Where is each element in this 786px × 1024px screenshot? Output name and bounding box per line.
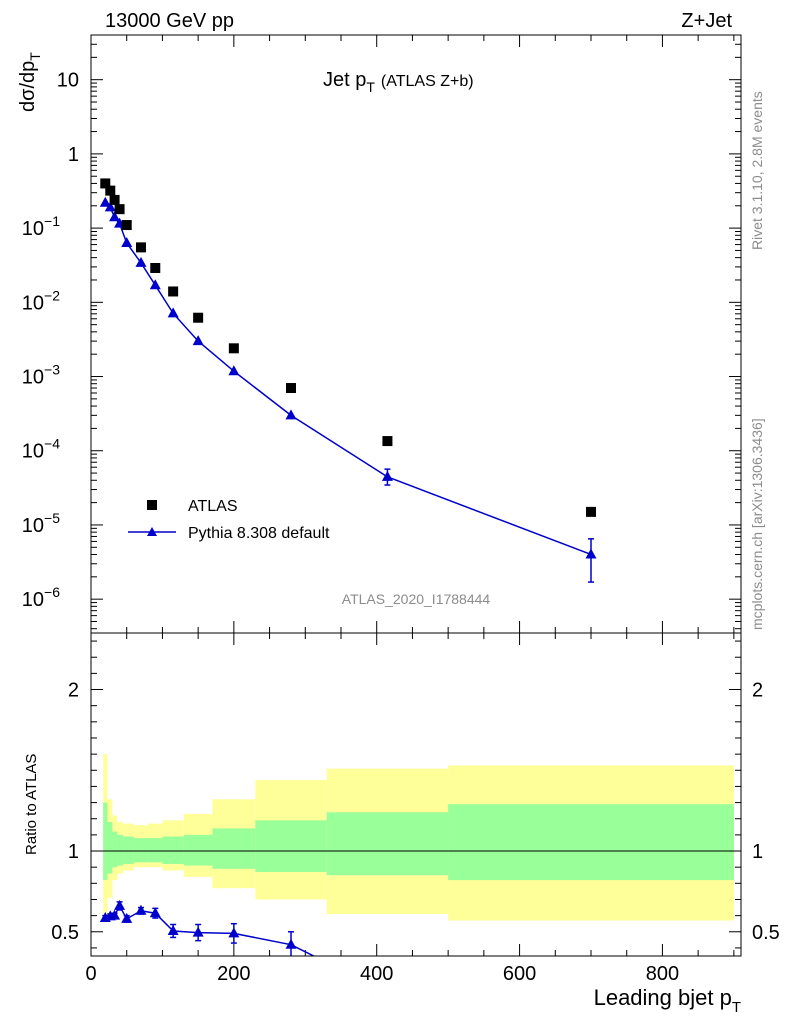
ratio-y-tick-label-right: 0.5 [752, 922, 780, 944]
ratio-y-tick-label: 1 [68, 841, 79, 863]
atlas-point [100, 178, 111, 189]
atlas-point [586, 506, 596, 517]
mc-point [167, 307, 179, 318]
main-y-tick-label: 10−5 [22, 510, 60, 537]
mc-point [104, 201, 116, 212]
mc-point [99, 196, 111, 207]
main-y-label-sub: T [27, 52, 43, 61]
main-y-tick-label: 10−6 [22, 584, 60, 611]
x-tick-label: 0 [85, 963, 96, 985]
main-y-label: dσ/dpT [17, 52, 43, 112]
ratio-ticks: 0.5 0.5 1 1 2 2 0 200 400 600 800 [51, 633, 780, 985]
ratio-band-inner [148, 838, 163, 863]
mc-point [285, 409, 297, 420]
watermark: ATLAS_2020_I1788444 [342, 591, 491, 607]
ratio-y-tick-label-right: 1 [752, 841, 763, 863]
ratio-y-label: Ratio to ATLAS [23, 754, 40, 855]
ratio-mc-point [228, 927, 240, 938]
mc-point [135, 256, 147, 267]
ratio-y-tick-label: 0.5 [51, 922, 79, 944]
ratio-band-inner [133, 838, 149, 863]
ratio-y-tick-label-right: 2 [752, 680, 763, 702]
ratio-band-inner [107, 821, 113, 874]
ratio-mc-point [167, 924, 179, 935]
atlas-point [109, 194, 120, 205]
x-axis-label-sub: T [732, 999, 741, 1016]
ratio-band-inner [212, 828, 256, 869]
ratio-mc-point [149, 907, 161, 918]
legend-mc-marker [147, 527, 157, 536]
ratio-band-inner [117, 834, 124, 866]
ratio-series [99, 899, 316, 956]
main-series [99, 178, 597, 583]
ratio-band-inner [123, 836, 134, 864]
x-axis-label-text: Leading bjet p [594, 985, 732, 1010]
header-right: Z+Jet [681, 10, 732, 32]
legend-mc-label: Pythia 8.308 default [188, 525, 330, 542]
ratio-mc-point [109, 909, 121, 920]
ratio-band-inner [183, 834, 213, 866]
ratio-band-inner [162, 836, 184, 864]
x-tick-label: 400 [360, 963, 393, 985]
ratio-band-inner [448, 804, 734, 881]
header-left: 13000 GeV pp [105, 10, 234, 32]
mc-point [381, 470, 393, 481]
atlas-point [136, 242, 146, 253]
ratio-band-inner [326, 812, 449, 876]
atlas-point [286, 383, 296, 394]
x-tick-label: 800 [646, 963, 679, 985]
ratio-y-tick-label: 2 [68, 680, 79, 702]
ratio-panel: 0.5 0.5 1 1 2 2 0 200 400 600 800 Ratio to ATLAS L… [23, 632, 780, 1016]
ratio-mc-point [192, 926, 204, 937]
mc-point [585, 548, 597, 559]
mc-point [228, 365, 240, 376]
ratio-band-inner [255, 820, 327, 873]
mc-point [192, 335, 204, 346]
main-title-sub: T [366, 79, 375, 95]
main-y-tick-label: 10−1 [22, 213, 60, 240]
mcplots-label: mcplots.cern.ch [arXiv:1306.3436] [749, 418, 765, 630]
ratio-mc-point [114, 899, 126, 910]
main-y-tick-label: 10 [57, 70, 79, 92]
x-axis-label: Leading bjet pT [594, 985, 741, 1016]
main-y-tick-label: 10−4 [22, 436, 60, 463]
atlas-point [121, 220, 132, 231]
ratio-mc-point [135, 904, 147, 915]
main-y-ticks: 10 1 10−1 10−2 10−3 10−4 10−5 10−6 [22, 34, 741, 633]
legend-atlas-marker [147, 500, 157, 510]
ratio-mc-point [285, 938, 297, 949]
main-y-tick-label: 10−3 [22, 362, 60, 389]
ratio-frame [90, 632, 742, 957]
atlas-point [150, 263, 161, 274]
main-y-label-text: dσ/dp [17, 61, 39, 112]
main-title-text: Jet p [323, 69, 366, 91]
main-y-tick-label: 1 [68, 144, 79, 166]
x-tick-label: 600 [503, 963, 536, 985]
ratio-bands [91, 754, 741, 921]
ratio-band-inner [112, 831, 118, 868]
atlas-point [228, 343, 239, 354]
ratio-mc-point [121, 912, 133, 923]
ratio-mc-group [99, 899, 316, 956]
ratio-band-inner [103, 802, 108, 881]
atlas-point [105, 185, 116, 196]
main-title-extra: (ATLAS Z+b) [381, 73, 474, 90]
atlas-point [382, 436, 393, 447]
legend: ATLAS Pythia 8.308 default [128, 498, 330, 542]
x-tick-label: 200 [217, 963, 250, 985]
main-title: Jet pT (ATLAS Z+b) [323, 69, 474, 95]
rivet-label: Rivet 3.1.10, 2.8M events [749, 91, 765, 250]
atlas-point [114, 204, 125, 215]
legend-atlas-label: ATLAS [188, 498, 238, 515]
mc-point [109, 211, 121, 222]
atlas-point [168, 286, 179, 297]
mc-point [149, 279, 161, 290]
mc-point [121, 236, 133, 247]
main-frame [90, 34, 742, 634]
main-y-tick-label: 10−2 [22, 287, 60, 314]
atlas-point [193, 312, 204, 323]
mc-line [104, 202, 592, 556]
